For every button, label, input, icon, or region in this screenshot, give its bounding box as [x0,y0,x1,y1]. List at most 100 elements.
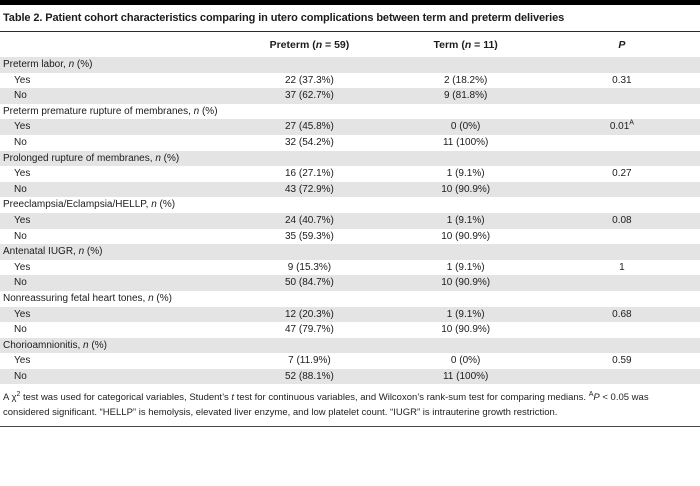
row-label: Preterm premature rupture of membranes, … [3,105,218,117]
term-value: 0 (0%) [450,355,481,367]
p-value: 0.08 [612,214,632,226]
p-value: 0.68 [612,308,632,320]
preterm-value: 9 (15.3%) [287,261,332,273]
term-value: 11 (100%) [442,370,489,382]
row-label: Prolonged rupture of membranes, n (%) [3,152,180,164]
row-label: Preterm labor, n (%) [3,59,93,70]
header-term: Term (n = 11) [433,38,498,51]
table-row: No 43 (72.9%) 10 (90.9%) [0,181,700,198]
title-rule [0,31,700,32]
table-row: No 50 (84.7%) 10 (90.9%) [0,275,700,291]
table-row-category: Antenatal IUGR, n (%) [0,244,700,260]
table-row: Yes 27 (45.8%) 0 (0%) 0.01A [0,119,700,135]
table-row: No 35 (59.3%) 10 (90.9%) [0,229,700,245]
row-label: Nonreassuring fetal heart tones, n (%) [3,292,172,304]
row-label: Antenatal IUGR, n (%) [3,246,103,258]
p-value [544,88,700,104]
preterm-value: 7 (11.9%) [288,355,331,367]
table-row: No 47 (79.7%) 10 (90.9%) [0,322,700,338]
p-value [544,338,700,354]
table-row: Yes 22 (37.3%) 2 (18.2%) 0.31 [0,73,700,89]
preterm-value: 12 (20.3%) [284,308,334,320]
preterm-value [231,104,387,120]
row-label: No [14,183,27,195]
preterm-value: 32 (54.2%) [284,136,334,148]
row-label: No [14,230,27,242]
term-value [388,338,544,354]
term-value [388,151,544,167]
table-row-category: Prolonged rupture of membranes, n (%) [0,150,700,167]
table-row: No 52 (88.1%) 11 (100%) [0,368,700,385]
table-row: Yes 7 (11.9%) 0 (0%) 0.59 [0,353,700,369]
preterm-value: 52 (88.1%) [284,370,334,382]
preterm-value: 47 (79.7%) [284,324,334,336]
preterm-value: 37 (62.7%) [284,90,334,102]
table-row-category: Preterm premature rupture of membranes, … [0,104,700,120]
header-p: P [618,38,626,51]
table-row-category: Nonreassuring fetal heart tones, n (%) [0,291,700,307]
preterm-value: 24 (40.7%) [284,214,334,226]
preterm-value [231,151,387,167]
table-bottom-rule [0,426,700,428]
table-row: No 32 (54.2%) 11 (100%) [0,135,700,151]
table-row-category: Chorioamnionitis, n (%) [0,337,700,354]
table-row-category: Preeclampsia/Eclampsia/HELLP, n (%) [0,197,700,213]
p-value: 0.27 [612,168,632,180]
term-value [388,244,544,260]
term-value: 1 (9.1%) [446,261,485,273]
p-value [544,151,700,167]
term-value: 10 (90.9%) [441,183,491,195]
row-label: Chorioamnionitis, n (%) [3,339,107,351]
p-value [544,57,700,73]
row-label: No [14,324,27,336]
preterm-value [231,197,387,213]
preterm-value [231,338,387,354]
term-value: 11 (100%) [442,136,489,148]
term-value: 9 (81.8%) [443,90,488,102]
row-label: Preeclampsia/Eclampsia/HELLP, n (%) [3,199,176,211]
term-value: 1 (9.1%) [446,168,485,180]
table-row: Yes 12 (20.3%) 1 (9.1%) 0.68 [0,306,700,323]
table-header: Preterm (n = 59) Term (n = 11) P [0,32,700,57]
header-row: Preterm (n = 59) Term (n = 11) P [0,32,700,57]
row-label: Yes [14,308,31,320]
header-empty-cell [0,32,231,57]
preterm-value: 16 (27.1%) [284,168,334,180]
table-row: Yes 16 (27.1%) 1 (9.1%) 0.27 [0,166,700,182]
row-label: Yes [14,74,31,86]
term-value [388,197,544,213]
row-label: Yes [14,261,31,273]
row-label: No [14,370,27,382]
row-label: No [14,90,27,102]
preterm-value: 22 (37.3%) [284,74,334,86]
table-row: No 37 (62.7%) 9 (81.8%) [0,88,700,104]
term-value: 1 (9.1%) [446,214,485,226]
table-row: Yes 9 (15.3%) 1 (9.1%) 1 [0,260,700,276]
p-value [544,291,700,307]
cohort-table: Preterm (n = 59) Term (n = 11) P Preterm… [0,32,700,385]
preterm-value [231,57,387,73]
p-value [544,104,700,120]
p-value [544,197,700,213]
p-value: 0.59 [612,355,632,367]
p-value [544,229,700,245]
term-value: 0 (0%) [450,121,481,133]
term-value: 10 (90.9%) [441,324,491,336]
p-value: 1 [619,261,625,273]
p-value: 0.31 [612,74,632,86]
p-value [544,182,700,198]
preterm-value: 43 (72.9%) [284,183,334,195]
preterm-value [231,244,387,260]
p-value [544,322,700,338]
preterm-value: 27 (45.8%) [284,121,334,133]
table-top-rule [0,0,700,5]
term-value [388,57,544,73]
table-body: Preterm labor, n (%) Yes 22 (37.3%) 2 (18.2… [0,57,700,385]
preterm-value [231,291,387,307]
row-label: Yes [14,355,31,367]
p-value [544,135,700,151]
p-value [544,369,700,385]
row-label: Yes [14,168,31,180]
row-label: Yes [14,214,31,226]
